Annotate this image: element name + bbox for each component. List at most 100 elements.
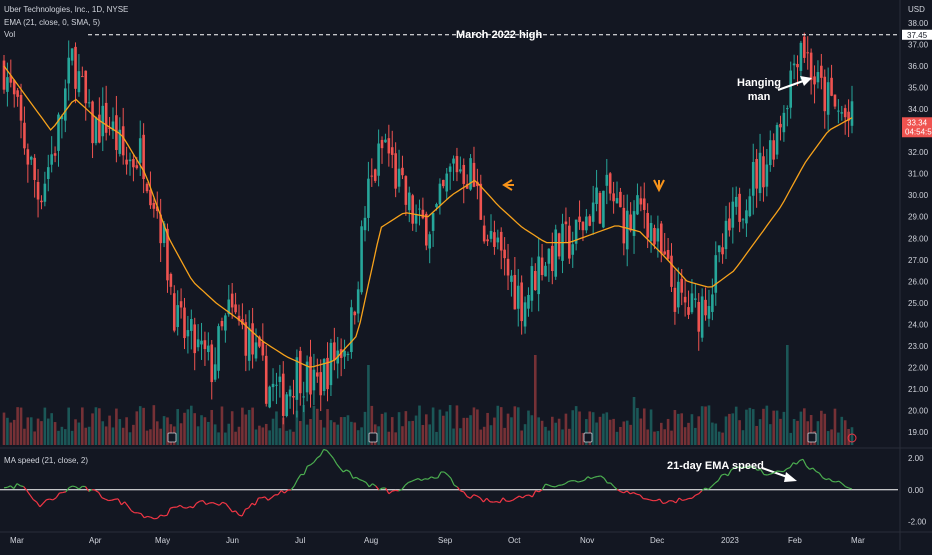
volume-bar bbox=[435, 432, 438, 445]
volume-bar bbox=[391, 417, 394, 445]
volume-bar bbox=[554, 423, 557, 445]
candle-body bbox=[490, 231, 493, 239]
candle-body bbox=[401, 168, 404, 175]
volume-bar bbox=[224, 433, 227, 445]
volume-bar bbox=[67, 408, 70, 445]
volume-bar bbox=[37, 419, 40, 445]
candle-body bbox=[272, 384, 275, 387]
earnings-marker-icon bbox=[168, 433, 176, 442]
volume-bar bbox=[204, 417, 207, 445]
candle-body bbox=[820, 66, 823, 78]
candle-body bbox=[817, 72, 820, 82]
legend-symbol: Uber Technologies, Inc., 1D, NYSE bbox=[4, 5, 128, 14]
volume-bar bbox=[91, 413, 94, 445]
volume-bar bbox=[660, 423, 663, 445]
candle-body bbox=[823, 77, 826, 111]
volume-bar bbox=[684, 427, 687, 445]
candle-body bbox=[602, 191, 605, 228]
candle-body bbox=[101, 106, 104, 136]
candle-body bbox=[64, 88, 67, 120]
candle-body bbox=[510, 276, 513, 282]
volume-bar bbox=[108, 416, 111, 445]
volume-bar bbox=[30, 417, 33, 445]
volume-bar bbox=[23, 429, 26, 445]
volume-bar bbox=[599, 417, 602, 445]
volume-bar bbox=[262, 427, 265, 445]
volume-bar bbox=[714, 424, 717, 445]
volume-bar bbox=[520, 431, 523, 445]
candle-body bbox=[796, 64, 799, 67]
price-tick-label: 24.00 bbox=[908, 320, 929, 329]
volume-bar bbox=[163, 416, 166, 445]
volume-bar bbox=[636, 408, 639, 445]
volume-bar bbox=[234, 432, 237, 445]
legend-volume: Vol bbox=[4, 30, 15, 39]
candle-body bbox=[71, 48, 74, 60]
volume-bar bbox=[568, 429, 571, 445]
candle-body bbox=[408, 193, 411, 211]
volume-bar bbox=[452, 429, 455, 445]
candle-body bbox=[33, 158, 36, 180]
candle-body bbox=[616, 198, 619, 203]
volume-bar bbox=[265, 424, 268, 445]
volume-bar bbox=[275, 411, 278, 445]
volume-bar bbox=[817, 421, 820, 445]
price-tick-label: 21.00 bbox=[908, 385, 929, 394]
volume-bar bbox=[834, 409, 837, 445]
volume-bar bbox=[401, 426, 404, 445]
volume-bar bbox=[479, 430, 482, 445]
volume-bar bbox=[680, 413, 683, 445]
candle-body bbox=[81, 76, 84, 77]
candle-body bbox=[742, 219, 745, 220]
volume-bar bbox=[449, 405, 452, 445]
candle-body bbox=[544, 266, 547, 277]
candle-body bbox=[418, 209, 421, 210]
candle-body bbox=[514, 275, 517, 309]
speed-segment bbox=[20, 486, 23, 487]
candle-body bbox=[548, 249, 551, 264]
candle-body bbox=[595, 188, 598, 204]
volume-bar bbox=[244, 415, 247, 445]
candle-body bbox=[687, 307, 690, 315]
speed-segment bbox=[392, 490, 395, 491]
volume-bar bbox=[422, 425, 425, 445]
candle-body bbox=[313, 370, 316, 391]
volume-bar bbox=[425, 414, 428, 445]
volume-bar bbox=[548, 431, 551, 445]
volume-bar bbox=[231, 411, 234, 445]
candle-body bbox=[851, 101, 854, 126]
volume-bar bbox=[531, 415, 534, 445]
candle-body bbox=[221, 321, 224, 326]
candle-body bbox=[27, 149, 30, 164]
volume-bar bbox=[459, 428, 462, 445]
volume-bar bbox=[10, 423, 13, 445]
volume-bar bbox=[81, 407, 84, 445]
candle-body bbox=[422, 210, 425, 218]
volume-bar bbox=[418, 406, 421, 445]
volume-bar bbox=[258, 426, 261, 445]
volume-bar bbox=[551, 417, 554, 445]
time-axis-label: Dec bbox=[650, 536, 664, 545]
candle-body bbox=[531, 266, 534, 301]
speed-segment bbox=[637, 494, 640, 495]
volume-bar bbox=[619, 427, 622, 445]
volume-bar bbox=[207, 422, 210, 445]
volume-bar bbox=[95, 407, 98, 445]
candle-body bbox=[136, 165, 139, 168]
volume-bar bbox=[497, 406, 500, 445]
candle-body bbox=[54, 153, 57, 156]
volume-bar bbox=[674, 410, 677, 445]
candle-body bbox=[405, 176, 408, 205]
volume-bar bbox=[704, 406, 707, 445]
price-tick-label: 23.00 bbox=[908, 342, 929, 351]
time-axis-label: Sep bbox=[438, 536, 453, 545]
volume-bar bbox=[575, 406, 578, 445]
hanging-man-label: Hanging man bbox=[730, 76, 788, 104]
candle-body bbox=[449, 166, 452, 171]
volume-bar bbox=[279, 428, 282, 445]
volume-bar bbox=[653, 432, 656, 445]
candle-body bbox=[125, 160, 128, 165]
volume-bar bbox=[132, 425, 135, 445]
candle-body bbox=[677, 282, 680, 308]
volume-bar bbox=[565, 414, 568, 445]
